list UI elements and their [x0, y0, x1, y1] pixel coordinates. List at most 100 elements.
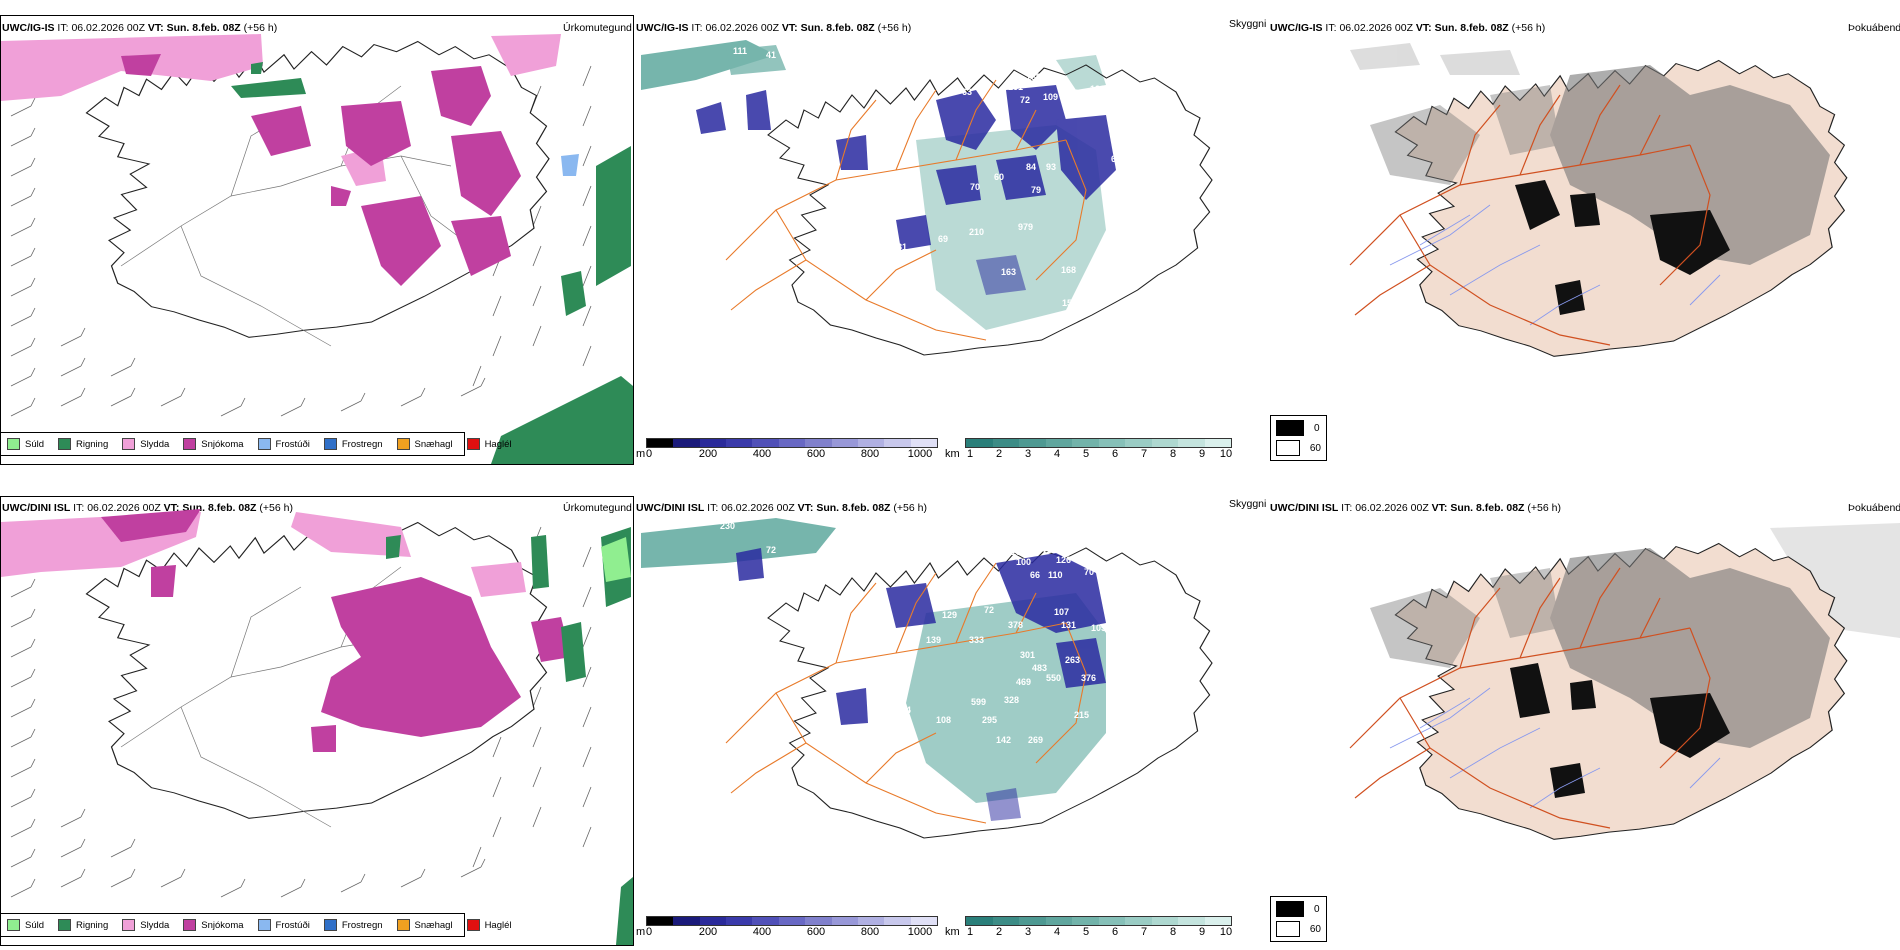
height-label: 139 [926, 635, 941, 645]
legend-label: Frostúði [275, 919, 310, 931]
panel-tag: Þokuábendi [1848, 22, 1900, 34]
vis-seg [1125, 917, 1152, 925]
fog-legend: 0 60 [1270, 415, 1327, 461]
legend-label: Snjókoma [201, 919, 244, 931]
legend-hail: Haglél [466, 919, 512, 931]
height-label: 269 [1028, 735, 1043, 745]
vis-seg [966, 439, 993, 447]
vis-seg [1178, 917, 1205, 925]
legend-label: Haglél [484, 438, 512, 450]
rain-areas [386, 527, 633, 945]
visibility-colorbar-fill [965, 916, 1232, 926]
swatch-drizzle [7, 438, 20, 450]
valid-time: Sun. 8.feb. 08Z [1434, 22, 1509, 34]
fog-legend-row: 60 [1276, 921, 1321, 937]
legend-freezing-rain: Frostregn [323, 438, 383, 450]
height-label: 79 [733, 665, 743, 675]
height-label: 70 [970, 182, 980, 192]
cb-seg [673, 439, 700, 447]
vis-seg [1125, 439, 1152, 447]
swatch-drizzle [7, 919, 20, 931]
legend-label: Rigning [76, 438, 109, 450]
snow-areas [101, 509, 571, 752]
height-label: 79 [1031, 185, 1041, 195]
fog-map [1270, 35, 1900, 425]
valid-time: Sun. 8.feb. 08Z [166, 22, 241, 34]
freezing-drizzle-areas [561, 154, 579, 176]
visibility-tick: 9 [1198, 926, 1206, 938]
vt-label: VT: [163, 502, 180, 514]
visibility-tick: 4 [1053, 926, 1061, 938]
vis-seg [1019, 439, 1046, 447]
vis-seg [1072, 917, 1099, 925]
height-label: 236 [1111, 215, 1126, 225]
cb-seg [805, 917, 832, 925]
it-label: IT: [1341, 502, 1353, 514]
fog-legend-row: 0 [1276, 901, 1321, 917]
cloudbase-unit: m [636, 448, 646, 460]
precip-legend: Súld Rigning Slydda Snjókoma Frostúði Fr… [0, 913, 512, 937]
vt-label: VT: [1415, 22, 1432, 34]
model-name: UWC/DINI ISL [1270, 502, 1339, 514]
visibility-tick: 6 [1111, 926, 1119, 938]
fog-panel-2: UWC/DINI ISL IT: 06.02.2026 00Z VT: Sun.… [1270, 478, 1900, 948]
visibility-unit: km [945, 926, 960, 938]
height-label: 131 [1118, 264, 1133, 274]
height-label: 126 [1056, 555, 1071, 565]
swatch-snow [183, 919, 197, 931]
number-labels: 230 72 131 100 141 126 66 110 70 72 129 … [720, 521, 1106, 745]
it-label: IT: [73, 502, 85, 514]
height-label: 81 [897, 242, 907, 252]
road-lines [120, 85, 472, 347]
height-label: 84 [1026, 162, 1036, 172]
it-label: IT: [1325, 22, 1337, 34]
panel-title: UWC/IG-IS IT: 06.02.2026 00Z VT: Sun. 8.… [636, 22, 911, 34]
cloudbase-tick: 0 [645, 448, 653, 460]
cloudbase-shading [696, 85, 1116, 295]
visibility-tick: 5 [1082, 926, 1090, 938]
legend-rain: Rigning [58, 919, 108, 931]
height-label: 72 [984, 605, 994, 615]
it-label: IT: [57, 22, 69, 34]
init-time: 06.02.2026 00Z [1339, 22, 1413, 34]
height-label: 263 [1065, 655, 1080, 665]
height-label: 70 [1084, 567, 1094, 577]
cloudbase-tick: 400 [752, 448, 772, 460]
height-label: 107 [1054, 607, 1069, 617]
visibility-tick: 5 [1082, 448, 1090, 460]
cloudbase-unit: m [636, 926, 646, 938]
legend-label: Frostregn [341, 438, 383, 450]
fog-legend-row: 0 [1276, 420, 1321, 436]
panel-tag: Skyggni [1229, 18, 1267, 30]
cb-seg [726, 439, 753, 447]
visibility-tick: 6 [1111, 448, 1119, 460]
height-label: 72 [1020, 95, 1030, 105]
height-label: 87 [864, 127, 874, 137]
cloudbase-colorbar: m 0 200 400 600 800 1000 [636, 916, 941, 938]
visibility-tick: 2 [995, 448, 1003, 460]
valid-time: Sun. 8.feb. 08Z [1450, 502, 1525, 514]
fog-legend-label: 60 [1309, 442, 1321, 454]
cb-seg [910, 917, 937, 925]
model-name: UWC/IG-IS [2, 22, 55, 34]
legend-label: Frostúði [275, 438, 310, 450]
height-label: 54 [1131, 164, 1141, 174]
height-label: 163 [1001, 267, 1016, 277]
legend-label: Slydda [140, 919, 170, 931]
model-name: UWC/IG-IS [636, 22, 689, 34]
visibility-tick: 10 [1219, 448, 1233, 460]
visibility-tick: 8 [1169, 448, 1177, 460]
height-label: 550 [1046, 673, 1061, 683]
it-label: IT: [691, 22, 703, 34]
panel-title: UWC/IG-IS IT: 06.02.2026 00Z VT: Sun. 8.… [1270, 22, 1545, 34]
height-label: 301 [1020, 650, 1035, 660]
legend-snow: Snjókoma [183, 438, 244, 450]
cb-seg [884, 917, 911, 925]
height-label: 305 [853, 72, 868, 82]
cloudbase-colorbar-fill [646, 438, 938, 448]
height-label: 168 [1061, 265, 1076, 275]
legend-hail: Haglél [466, 438, 512, 450]
cloudbase-tick: 600 [806, 926, 826, 938]
legend-snow-pellets: Snæhagl [396, 438, 453, 450]
precip-legend: Súld Rigning Slydda Snjókoma Frostúði Fr… [0, 432, 512, 456]
